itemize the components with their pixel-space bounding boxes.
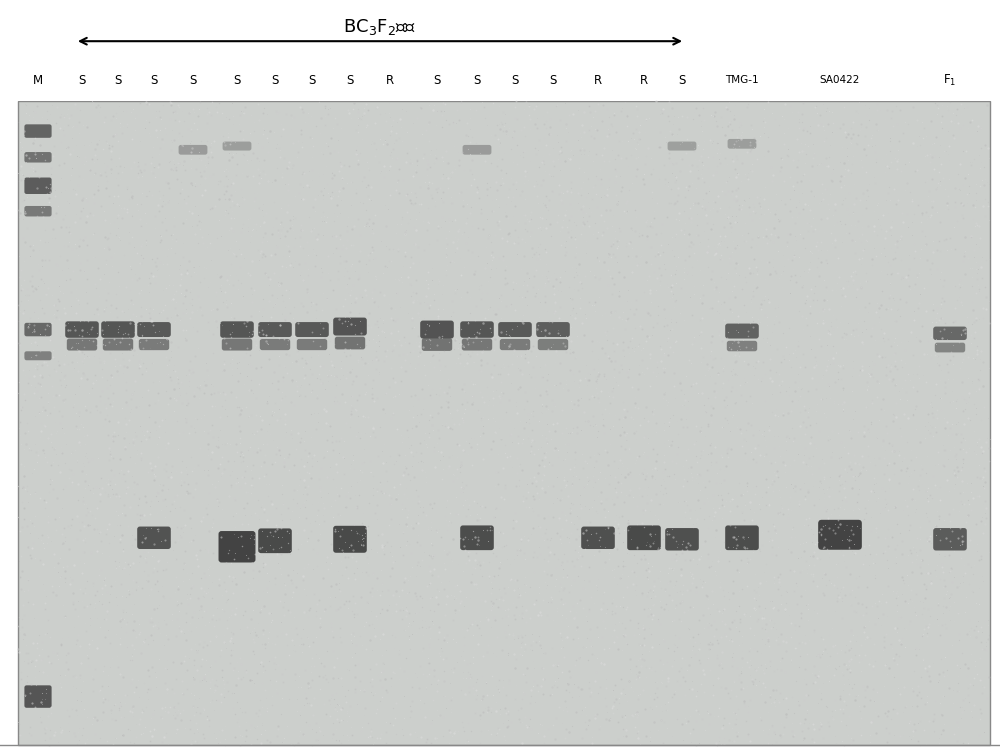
Bar [18, 101, 990, 745]
Bar [18, 101, 990, 745]
FancyBboxPatch shape [668, 142, 696, 151]
FancyBboxPatch shape [223, 142, 251, 151]
Text: M: M [33, 73, 43, 87]
Text: S: S [114, 73, 122, 87]
FancyBboxPatch shape [536, 322, 570, 337]
Text: S: S [233, 73, 241, 87]
Text: R: R [386, 73, 394, 87]
FancyBboxPatch shape [103, 339, 133, 351]
Text: R: R [640, 73, 648, 87]
FancyBboxPatch shape [260, 339, 290, 351]
FancyBboxPatch shape [933, 327, 967, 340]
FancyBboxPatch shape [422, 339, 452, 351]
FancyBboxPatch shape [258, 529, 292, 553]
FancyBboxPatch shape [538, 339, 568, 351]
FancyBboxPatch shape [24, 323, 52, 336]
Bar [0, 0, 1000, 101]
FancyBboxPatch shape [24, 124, 52, 138]
FancyBboxPatch shape [222, 339, 252, 351]
Text: S: S [511, 73, 519, 87]
FancyBboxPatch shape [137, 322, 171, 337]
Text: R: R [594, 73, 602, 87]
FancyBboxPatch shape [460, 321, 494, 338]
FancyBboxPatch shape [627, 525, 661, 550]
FancyBboxPatch shape [295, 322, 329, 337]
FancyBboxPatch shape [65, 321, 99, 338]
Text: S: S [78, 73, 86, 87]
Text: S: S [189, 73, 197, 87]
FancyBboxPatch shape [727, 341, 757, 351]
Text: S: S [308, 73, 316, 87]
FancyBboxPatch shape [725, 324, 759, 339]
Text: S: S [346, 73, 354, 87]
Text: F$_1$: F$_1$ [943, 73, 957, 88]
Text: S: S [271, 73, 279, 87]
FancyBboxPatch shape [463, 145, 491, 155]
FancyBboxPatch shape [818, 520, 862, 550]
FancyBboxPatch shape [24, 206, 52, 216]
FancyBboxPatch shape [581, 527, 615, 549]
FancyBboxPatch shape [335, 337, 365, 350]
FancyBboxPatch shape [665, 528, 699, 551]
FancyBboxPatch shape [139, 339, 169, 351]
FancyBboxPatch shape [24, 178, 52, 194]
Text: S: S [433, 73, 441, 87]
FancyBboxPatch shape [725, 525, 759, 550]
FancyBboxPatch shape [460, 525, 494, 550]
FancyBboxPatch shape [220, 321, 254, 338]
FancyBboxPatch shape [101, 321, 135, 338]
Text: TMG-1: TMG-1 [725, 75, 759, 85]
Text: S: S [678, 73, 686, 87]
FancyBboxPatch shape [498, 322, 532, 337]
FancyBboxPatch shape [297, 339, 327, 351]
FancyBboxPatch shape [935, 343, 965, 353]
Text: S: S [549, 73, 557, 87]
Text: BC$_3$F$_2$单株: BC$_3$F$_2$单株 [343, 17, 417, 37]
Text: S: S [150, 73, 158, 87]
Text: S: S [473, 73, 481, 87]
FancyBboxPatch shape [258, 322, 292, 337]
FancyBboxPatch shape [24, 685, 52, 708]
FancyBboxPatch shape [728, 139, 756, 149]
FancyBboxPatch shape [24, 351, 52, 360]
FancyBboxPatch shape [24, 152, 52, 163]
FancyBboxPatch shape [137, 527, 171, 549]
FancyBboxPatch shape [67, 339, 97, 351]
FancyBboxPatch shape [933, 528, 967, 551]
FancyBboxPatch shape [333, 318, 367, 336]
FancyBboxPatch shape [219, 531, 255, 562]
FancyBboxPatch shape [179, 145, 207, 155]
FancyBboxPatch shape [500, 339, 530, 351]
FancyBboxPatch shape [333, 526, 367, 553]
Text: SA0422: SA0422 [820, 75, 860, 85]
FancyBboxPatch shape [420, 321, 454, 339]
FancyBboxPatch shape [462, 339, 492, 351]
